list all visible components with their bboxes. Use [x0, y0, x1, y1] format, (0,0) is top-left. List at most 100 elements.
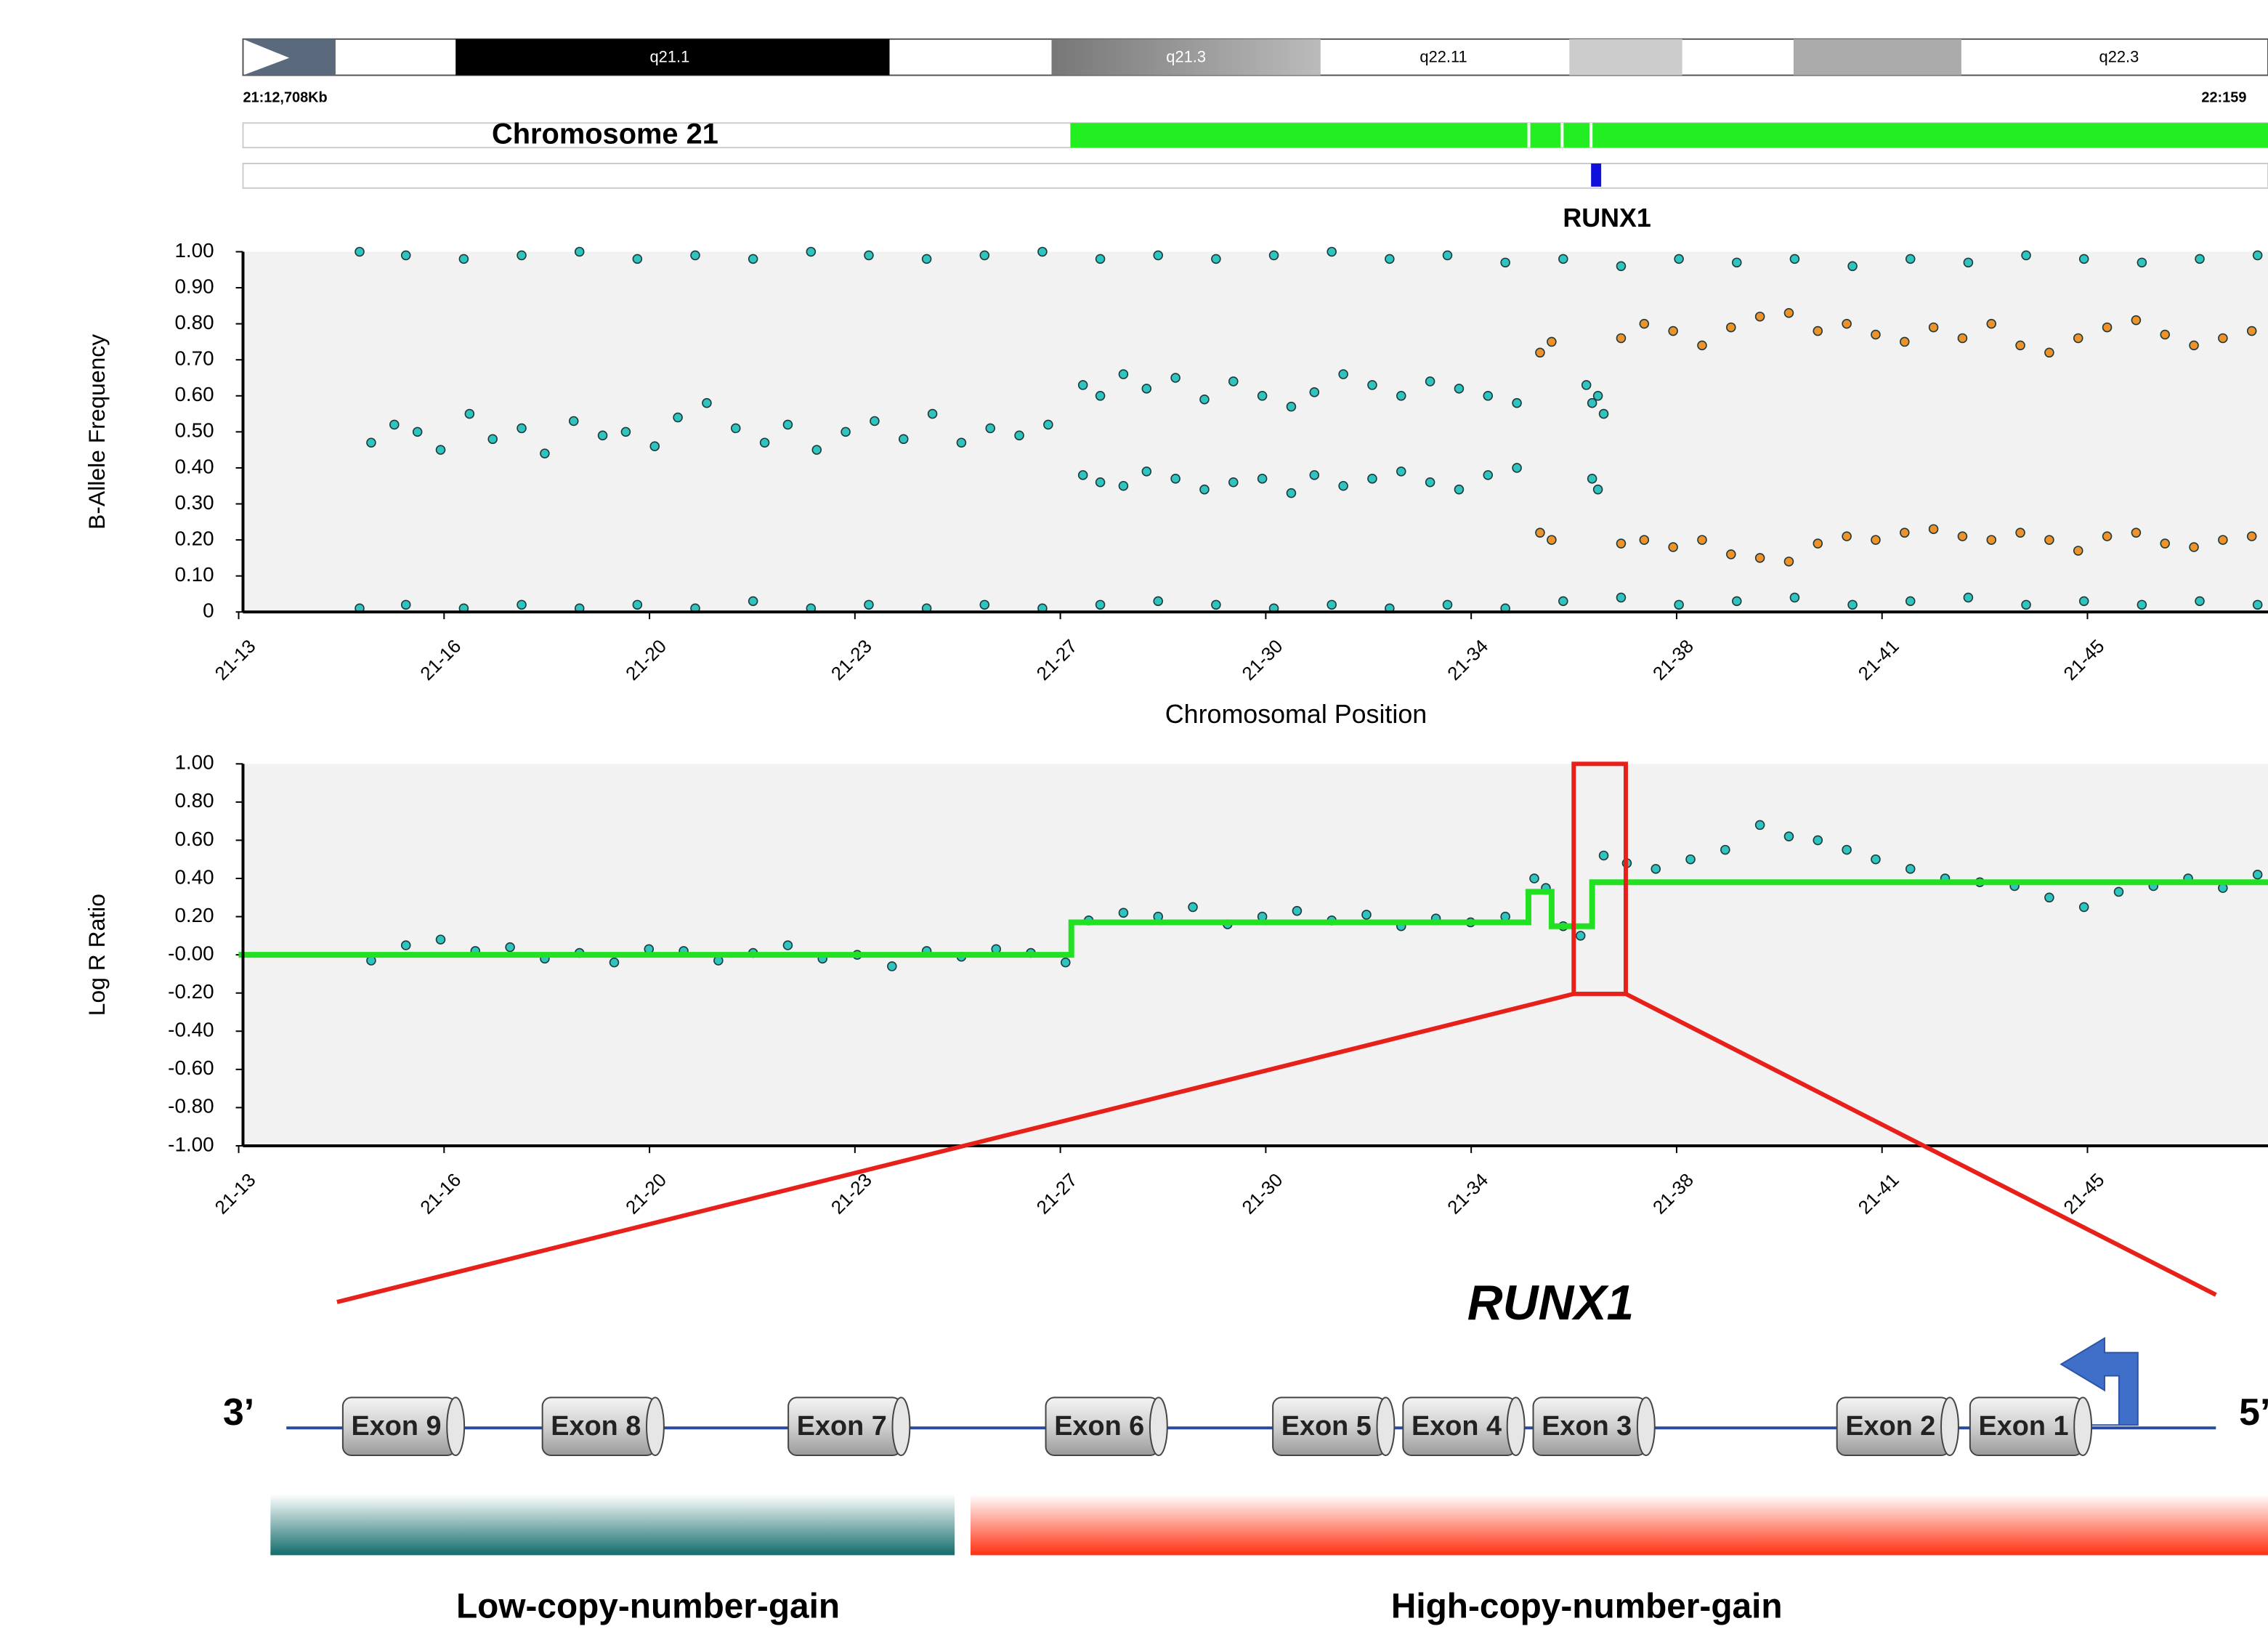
point	[402, 941, 410, 950]
point	[2131, 528, 2140, 537]
point	[437, 935, 445, 944]
point	[1790, 254, 1799, 263]
exon-label: Exon 8	[551, 1411, 641, 1442]
point	[1368, 474, 1377, 483]
point	[570, 417, 578, 426]
y-tick-label: -0.80	[168, 1095, 214, 1117]
point	[1287, 489, 1295, 498]
point	[1616, 539, 1625, 548]
point	[1559, 597, 1568, 605]
point	[1906, 597, 1915, 605]
exon-cap	[1150, 1397, 1167, 1455]
y-tick-label: -1.00	[168, 1133, 214, 1155]
figure: q21.1 q21.3 q22.11 q22.3 21:12,708Kb 22:…	[0, 0, 2268, 1629]
point	[1929, 323, 1938, 332]
point	[1096, 478, 1105, 487]
point	[2080, 254, 2089, 263]
exon-label: Exon 2	[1845, 1411, 1935, 1442]
y-tick-label: 0.50	[174, 419, 214, 442]
point	[2219, 334, 2227, 342]
end-label: 22:159	[2201, 90, 2246, 106]
point	[633, 254, 641, 263]
point	[1640, 535, 1648, 544]
point	[1397, 467, 1406, 476]
point	[367, 438, 376, 447]
chart: 00.100.200.300.400.500.600.700.800.901.0…	[84, 239, 2268, 729]
y-axis-label: Log R Ratio	[84, 894, 110, 1016]
point	[1327, 248, 1336, 256]
point	[2253, 870, 2262, 879]
point	[691, 251, 700, 259]
point	[465, 410, 474, 419]
exon-cap	[1507, 1397, 1525, 1455]
point	[1616, 593, 1625, 602]
point	[783, 420, 792, 429]
point	[1842, 846, 1851, 854]
point	[1756, 554, 1765, 562]
point	[1871, 535, 1880, 544]
point	[957, 438, 965, 447]
point	[2190, 543, 2198, 551]
point	[2253, 600, 2262, 609]
exon-cap	[1377, 1397, 1395, 1455]
point	[1871, 331, 1880, 339]
exon-label: Exon 6	[1054, 1411, 1144, 1442]
start-label: 21:12,708Kb	[243, 90, 328, 106]
point	[1171, 373, 1180, 382]
point	[1900, 528, 1909, 537]
exon: Exon 3	[1534, 1397, 1655, 1455]
point	[1559, 254, 1568, 263]
point	[2131, 316, 2140, 325]
exon: Exon 4	[1403, 1397, 1524, 1455]
point	[1848, 262, 1857, 270]
point	[437, 445, 445, 454]
x-tick-label: 21-30	[1239, 636, 1287, 684]
plot-area	[243, 251, 2268, 612]
point	[1842, 320, 1851, 328]
point	[1154, 251, 1162, 259]
point	[1512, 399, 1521, 408]
point	[1594, 485, 1603, 494]
y-tick-label: 0.20	[174, 904, 214, 926]
point	[1530, 874, 1539, 883]
point	[870, 417, 879, 426]
point	[2219, 535, 2227, 544]
point	[1616, 262, 1625, 270]
y-tick-label: 0.80	[174, 789, 214, 812]
y-tick-label: 0	[203, 599, 214, 622]
point	[2190, 341, 2198, 349]
point	[1964, 593, 1972, 602]
point	[2016, 528, 2025, 537]
point	[1229, 377, 1238, 386]
chart: -1.00-0.80-0.60-0.40-0.20-0.000.200.400.…	[84, 751, 2268, 1218]
y-tick-label: 0.10	[174, 563, 214, 586]
point	[2080, 597, 2089, 605]
y-tick-label: -0.00	[168, 942, 214, 964]
y-tick-label: -0.60	[168, 1056, 214, 1079]
point	[517, 600, 526, 609]
point	[413, 427, 422, 436]
y-tick-label: 0.60	[174, 383, 214, 405]
point	[599, 431, 607, 440]
point	[888, 962, 896, 971]
y-tick-label: 0.40	[174, 865, 214, 888]
point	[2195, 254, 2204, 263]
x-tick-label: 21-34	[1444, 636, 1493, 684]
point	[2253, 251, 2262, 259]
point	[928, 410, 937, 419]
point	[402, 251, 410, 259]
region-label: High-copy-number-gain	[1391, 1588, 1783, 1626]
point	[2248, 532, 2256, 541]
point	[2016, 341, 2025, 349]
point	[1258, 392, 1267, 400]
point	[575, 248, 584, 256]
point	[1119, 908, 1127, 917]
point	[1339, 482, 1348, 490]
point	[783, 941, 792, 950]
exon: Exon 1	[1970, 1397, 2091, 1455]
x-axis-label: Chromosomal Position	[1165, 700, 1427, 729]
point	[1987, 320, 1996, 328]
point	[355, 248, 364, 256]
point	[517, 251, 526, 259]
exon: Exon 8	[543, 1397, 664, 1455]
